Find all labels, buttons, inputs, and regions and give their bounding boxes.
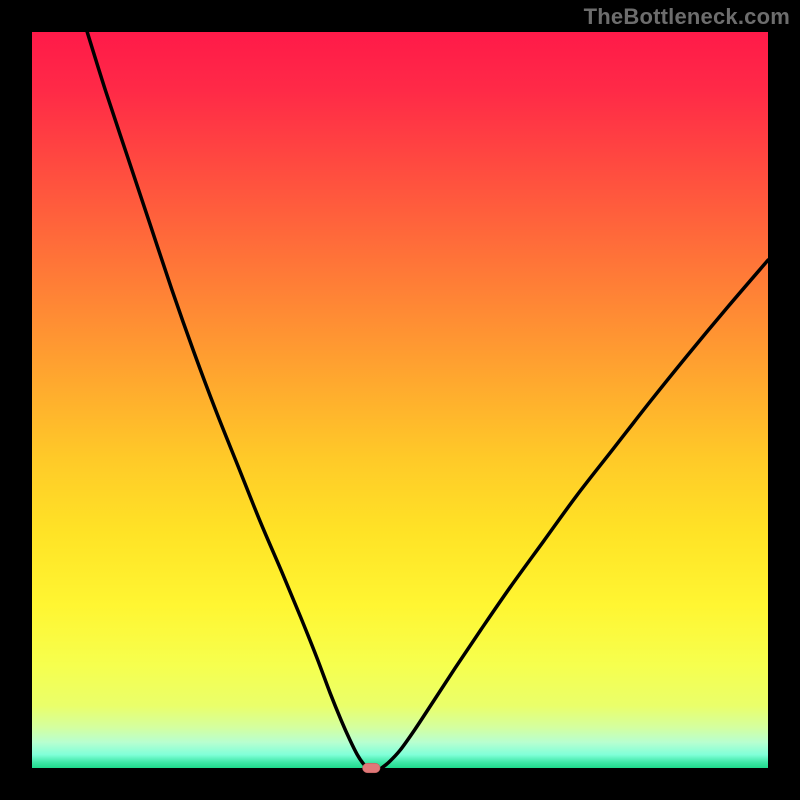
plot-background [32, 32, 768, 768]
chart-container: { "watermark": { "text": "TheBottleneck.… [0, 0, 800, 800]
bottleneck-chart [0, 0, 800, 800]
watermark-text: TheBottleneck.com [584, 4, 790, 30]
optimum-marker [362, 763, 380, 773]
